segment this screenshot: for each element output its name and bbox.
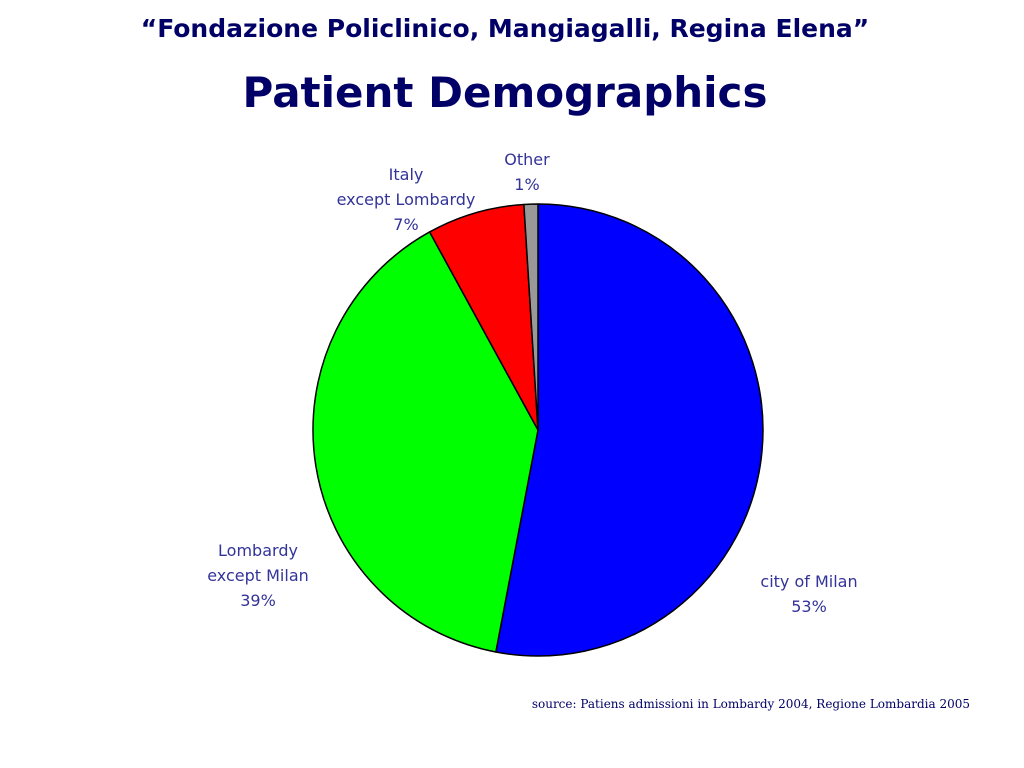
slide-subtitle: “Fondazione Policlinico, Mangiagalli, Re…: [140, 14, 870, 43]
slice-label-lombardy: Lombardy except Milan 39%: [207, 541, 309, 610]
slice-label-italy: Italy except Lombardy 7%: [337, 165, 476, 234]
slice-label-line: except Milan: [207, 566, 309, 585]
slice-label-line: 7%: [393, 215, 418, 234]
pie-slice-other: [523, 203, 539, 431]
source-note: source: Patiens admissioni in Lombardy 2…: [531, 697, 970, 711]
slice-label-line: except Lombardy: [337, 190, 476, 209]
slice-label-line: city of Milan: [760, 572, 857, 591]
pie-slice-city-of-milan: [495, 203, 764, 657]
slice-label-other: Other 1%: [504, 150, 550, 194]
slice-label-line: Italy: [389, 165, 424, 184]
slice-label-line: Other: [504, 150, 550, 169]
pie-slices: [312, 203, 764, 657]
slide-title: Patient Demographics: [242, 68, 768, 117]
pie-labels: city of Milan 53% Lombardy except Milan 39% I…: [207, 150, 857, 616]
slice-label-line: 53%: [791, 597, 827, 616]
pie-slice-lombardy: [312, 231, 539, 653]
slice-label-line: 1%: [514, 175, 539, 194]
slice-label-line: Lombardy: [218, 541, 298, 560]
slice-label-city-of-milan: city of Milan 53%: [760, 572, 857, 616]
slice-label-line: 39%: [240, 591, 276, 610]
